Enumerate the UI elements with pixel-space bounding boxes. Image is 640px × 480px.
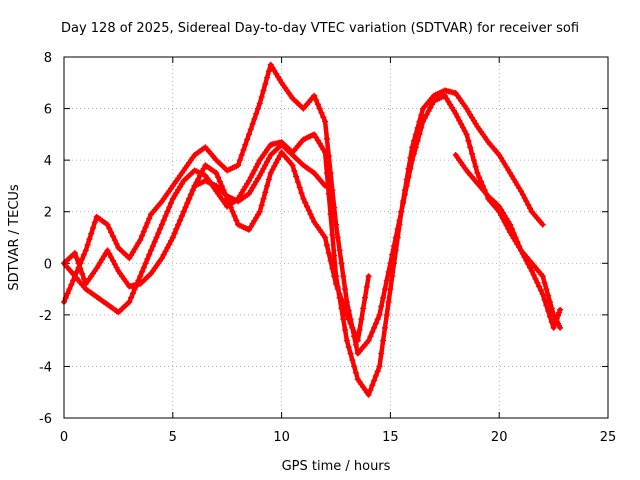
sdtvar-scatter-plot: Day 128 of 2025, Sidereal Day-to-day VTE…: [0, 0, 640, 480]
x-axis-label: GPS time / hours: [282, 459, 391, 474]
series-1: [61, 62, 546, 357]
y-axis-label: SDTVAR / TECUs: [7, 184, 22, 291]
x-tick-label: 0: [60, 430, 68, 445]
y-tick-label: 4: [44, 154, 52, 169]
y-tick-label: -4: [39, 360, 52, 375]
y-tick-label: -2: [39, 309, 52, 324]
y-tick-label: 8: [44, 51, 52, 66]
y-tick-label: -6: [39, 412, 52, 427]
x-tick-label: 5: [169, 430, 177, 445]
series-5: [453, 152, 563, 331]
x-tick-label: 20: [491, 430, 508, 445]
chart-figure: Day 128 of 2025, Sidereal Day-to-day VTE…: [0, 0, 640, 480]
series-line: [64, 145, 325, 287]
y-tick-label: 2: [44, 206, 52, 221]
y-tick-label: 6: [44, 103, 52, 118]
x-tick-label: 25: [600, 430, 617, 445]
data-series: [61, 62, 563, 398]
x-tick-label: 10: [273, 430, 290, 445]
series-markers: [453, 152, 563, 331]
series-markers: [61, 142, 328, 290]
x-tick-label: 15: [382, 430, 399, 445]
y-tick-label: 0: [44, 257, 52, 272]
series-3: [61, 142, 328, 290]
series-markers: [61, 62, 546, 357]
chart-title: Day 128 of 2025, Sidereal Day-to-day VTE…: [61, 21, 579, 36]
